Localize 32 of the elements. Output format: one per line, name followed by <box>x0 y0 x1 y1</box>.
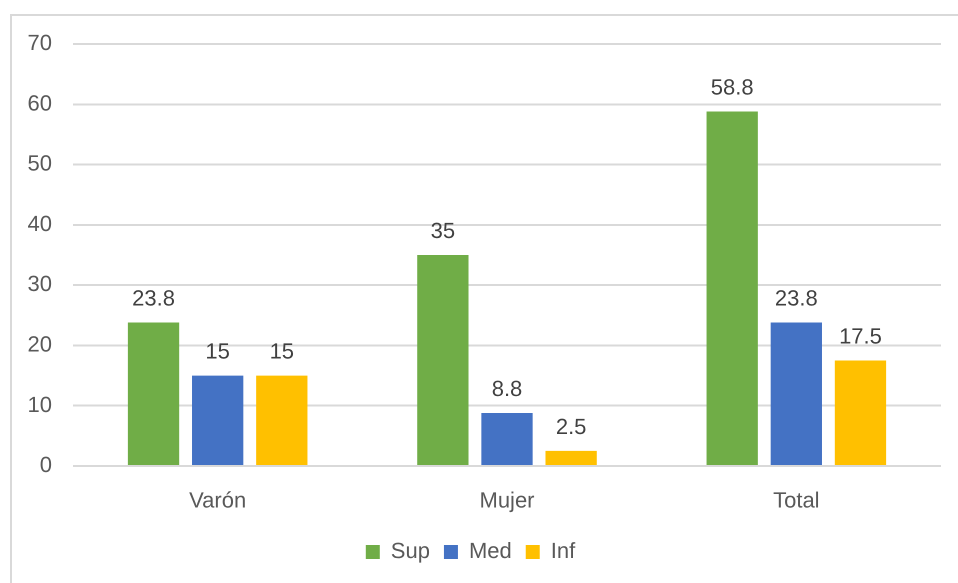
bar <box>770 322 822 465</box>
data-label: 15 <box>205 338 230 364</box>
bar <box>481 412 533 465</box>
bar <box>256 376 308 465</box>
y-tick-label: 10 <box>28 392 52 417</box>
data-label: 23.8 <box>774 286 818 311</box>
y-tick-label: 0 <box>40 452 52 478</box>
x-tick-label: Varón <box>189 487 246 512</box>
data-label: 17.5 <box>839 324 882 349</box>
legend-label: Sup <box>390 538 430 564</box>
bar <box>834 360 886 465</box>
bar <box>706 112 758 465</box>
bar <box>128 322 180 465</box>
bar <box>545 450 597 465</box>
y-tick-label: 50 <box>28 150 52 176</box>
data-label: 35 <box>430 218 456 244</box>
bar <box>417 255 469 465</box>
data-label: 2.5 <box>556 414 586 439</box>
data-label: 23.8 <box>132 286 175 311</box>
y-tick-label: 30 <box>28 271 52 296</box>
y-tick-label: 20 <box>28 331 52 356</box>
x-tick-label: Total <box>773 487 820 512</box>
y-tick-label: 40 <box>28 210 52 236</box>
legend-label: Inf <box>550 538 576 564</box>
legend-label: Med <box>468 538 512 564</box>
x-tick-label: Mujer <box>479 487 535 512</box>
y-tick-label: 60 <box>28 90 52 116</box>
y-tick-label: 70 <box>28 30 52 56</box>
bar <box>192 376 244 465</box>
data-label: 58.8 <box>710 74 754 100</box>
data-label: 15 <box>270 338 294 364</box>
data-label: 8.8 <box>492 376 522 402</box>
